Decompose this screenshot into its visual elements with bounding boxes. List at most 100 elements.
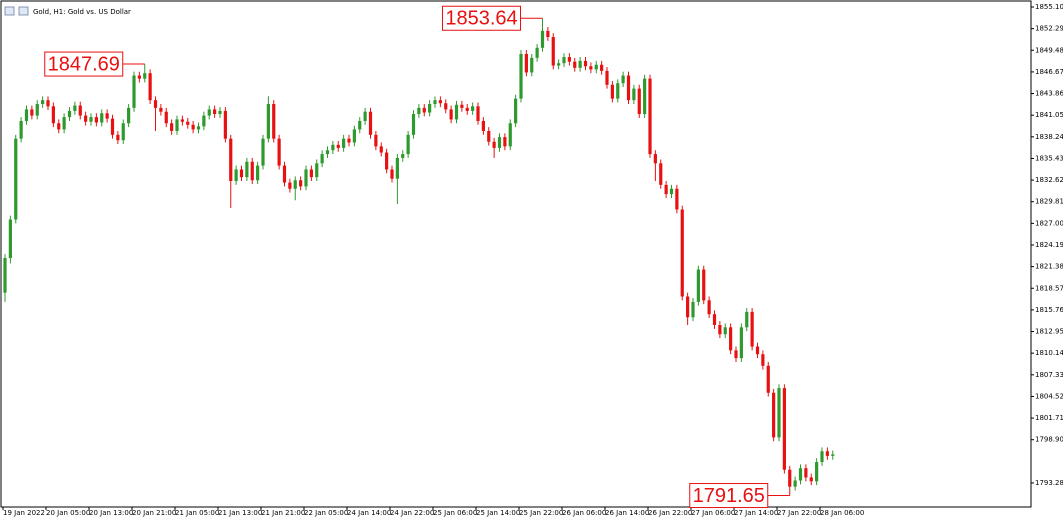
candle-body bbox=[497, 137, 502, 148]
candle-body bbox=[831, 454, 835, 456]
candle-body bbox=[675, 188, 679, 210]
y-tick-label: 1793.28 bbox=[1035, 479, 1063, 487]
x-tick-label: 20 Jan 21:00 bbox=[132, 509, 176, 517]
candle-body bbox=[325, 150, 330, 155]
y-tick-label: 1832.62 bbox=[1035, 176, 1063, 184]
x-tick-label: 27 Jan 14:00 bbox=[734, 509, 778, 517]
candle-body bbox=[250, 161, 254, 181]
y-tick-label: 1818.57 bbox=[1035, 284, 1063, 292]
candle-body bbox=[202, 115, 206, 127]
candle-body bbox=[309, 169, 313, 178]
x-tick-label: 26 Jan 14:00 bbox=[605, 509, 649, 517]
candle-body bbox=[761, 354, 765, 366]
candle-body bbox=[213, 109, 217, 115]
x-tick-label: 19 Jan 2022 bbox=[3, 509, 45, 517]
candle-body bbox=[508, 123, 512, 147]
candle-body bbox=[46, 100, 50, 107]
candle-body bbox=[116, 134, 120, 141]
candle-body bbox=[820, 451, 824, 463]
x-tick-label: 21 Jan 13:00 bbox=[218, 509, 262, 517]
x-tick-label: 20 Jan 13:00 bbox=[89, 509, 133, 517]
candle-body bbox=[745, 311, 749, 328]
candle-body bbox=[540, 30, 545, 48]
y-tick-label: 1810.14 bbox=[1035, 349, 1063, 357]
candle-body bbox=[73, 105, 77, 111]
candle-body bbox=[218, 110, 222, 115]
candle-body bbox=[186, 121, 190, 125]
candle-body bbox=[755, 346, 760, 355]
candle-body bbox=[449, 109, 453, 120]
candle-body bbox=[793, 480, 797, 487]
candle-body bbox=[600, 64, 604, 71]
candle-body bbox=[105, 113, 109, 119]
candle-body bbox=[342, 138, 346, 148]
candle-body bbox=[766, 365, 770, 393]
candle-body bbox=[170, 123, 174, 131]
candle-body bbox=[734, 350, 738, 359]
candle-body bbox=[358, 120, 362, 130]
x-tick-label: 22 Jan 05:00 bbox=[304, 509, 348, 517]
candle-body bbox=[707, 300, 711, 315]
candle-body bbox=[100, 113, 104, 123]
x-tick-label: 25 Jan 14:00 bbox=[476, 509, 520, 517]
candle-body bbox=[374, 134, 378, 147]
annotation-label: 1853.64 bbox=[445, 8, 517, 30]
annotation-box bbox=[689, 483, 769, 509]
x-tick-label: 26 Jan 22:00 bbox=[648, 509, 692, 517]
candle-body bbox=[643, 78, 647, 115]
title-icons bbox=[4, 6, 29, 16]
candle-body bbox=[385, 152, 389, 170]
candle-body bbox=[444, 103, 448, 110]
candle-body bbox=[347, 138, 351, 143]
candle-body bbox=[567, 57, 571, 62]
candle-body bbox=[331, 144, 335, 151]
candle-body bbox=[664, 184, 668, 195]
candle-body bbox=[207, 109, 211, 116]
candle-body bbox=[680, 209, 684, 297]
candle-body bbox=[460, 104, 464, 108]
candle-body bbox=[465, 107, 469, 111]
candle-body bbox=[299, 180, 303, 187]
x-tick-label: 21 Jan 05:00 bbox=[175, 509, 219, 517]
candle-body bbox=[669, 188, 674, 195]
candle-body bbox=[616, 83, 620, 99]
x-tick-label: 27 Jan 22:00 bbox=[777, 509, 821, 517]
candle-body bbox=[266, 104, 270, 139]
candle-body bbox=[293, 180, 297, 189]
candle-body bbox=[503, 137, 507, 147]
candle-body bbox=[272, 104, 276, 139]
candle-body bbox=[632, 88, 636, 101]
candle-body bbox=[825, 451, 829, 456]
candle-body bbox=[626, 75, 631, 101]
candle-body bbox=[637, 88, 641, 115]
candle-body bbox=[57, 123, 61, 130]
x-tick-label: 28 Jan 06:00 bbox=[820, 509, 864, 517]
candle-body bbox=[406, 134, 410, 155]
candle-body bbox=[159, 107, 163, 112]
y-tick-label: 1852.29 bbox=[1035, 25, 1063, 33]
annotation-label: 1847.69 bbox=[48, 53, 120, 75]
candle-body bbox=[127, 107, 131, 124]
icon bbox=[4, 6, 15, 16]
y-tick-label: 1843.86 bbox=[1035, 90, 1063, 98]
candle-body bbox=[35, 104, 39, 116]
candle-body bbox=[772, 392, 776, 438]
annotation-box bbox=[442, 5, 521, 31]
candle-body bbox=[782, 388, 786, 470]
candle-body bbox=[605, 70, 609, 85]
candle-body bbox=[686, 296, 690, 318]
candle-body bbox=[729, 327, 733, 351]
candle-body bbox=[3, 258, 7, 293]
candle-body bbox=[476, 106, 480, 121]
candle-body bbox=[24, 109, 29, 121]
candle-body bbox=[514, 98, 518, 124]
y-tick-label: 1835.43 bbox=[1035, 154, 1063, 162]
candle-body bbox=[336, 144, 340, 148]
candle-body bbox=[573, 61, 577, 68]
y-tick-label: 1846.67 bbox=[1035, 68, 1063, 76]
candle-body bbox=[524, 53, 528, 73]
x-tick-label: 21 Jan 21:00 bbox=[261, 509, 305, 517]
candle-body bbox=[798, 468, 803, 481]
x-tick-label: 27 Jan 06:00 bbox=[691, 509, 735, 517]
candle-body bbox=[41, 100, 45, 105]
